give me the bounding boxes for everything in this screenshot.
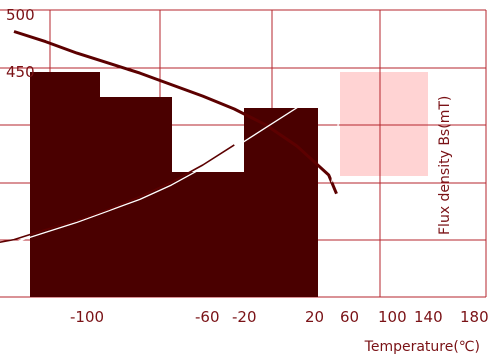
series-line-1 xyxy=(13,30,338,195)
x-tick-labels: -100 -60 -20 20 60 100 140 180 xyxy=(70,308,489,326)
x-tick-label: -100 xyxy=(70,308,104,326)
x-tick-label: 100 xyxy=(378,308,407,326)
y-tick-labels: 500 450 xyxy=(6,6,35,81)
y-axis-title: Flux density Bs(mT) xyxy=(437,96,453,235)
highlight-band xyxy=(340,72,428,176)
x-tick-label: -60 xyxy=(195,308,220,326)
x-tick-label: -20 xyxy=(232,308,257,326)
artifact-block-4 xyxy=(244,108,318,297)
x-tick-label: 140 xyxy=(414,308,443,326)
x-tick-label: 180 xyxy=(460,308,489,326)
artifact-block-3 xyxy=(172,172,244,297)
x-tick-label: 20 xyxy=(305,308,324,326)
artifact-block-1 xyxy=(30,72,100,297)
y-tick-label: 500 xyxy=(6,6,35,24)
y-tick-label: 450 xyxy=(6,63,35,81)
series-line-2 xyxy=(13,83,339,244)
artifact-block-2 xyxy=(100,97,172,297)
x-axis-title: Temperature(℃) xyxy=(364,339,480,355)
series-line-3 xyxy=(0,144,235,243)
series-layer xyxy=(0,30,339,244)
x-tick-label: 60 xyxy=(340,308,359,326)
